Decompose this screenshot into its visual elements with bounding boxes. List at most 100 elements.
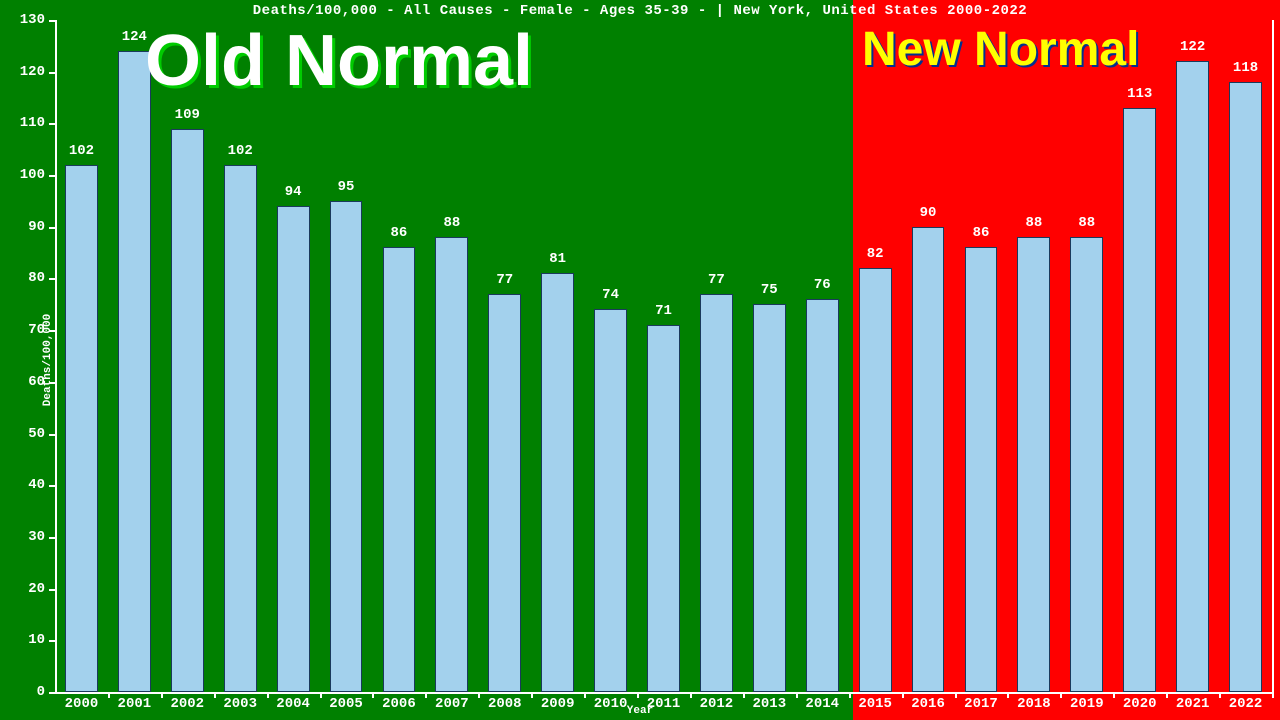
y-tick-mark [49, 434, 55, 436]
x-tick-mark [1113, 692, 1115, 698]
x-tick-label: 2017 [964, 696, 998, 712]
bar-value-label: 81 [549, 251, 566, 267]
y-tick-label: 40 [28, 477, 45, 493]
bar [1229, 82, 1262, 692]
bar-value-label: 118 [1233, 60, 1258, 76]
bar [1017, 237, 1050, 692]
x-tick-label: 2011 [647, 696, 681, 712]
bar [806, 299, 839, 692]
new-normal-text: New Normal [862, 22, 1139, 77]
bar [171, 129, 204, 692]
x-tick-label: 2010 [594, 696, 628, 712]
y-tick-label: 50 [28, 426, 45, 442]
y-tick-label: 30 [28, 529, 45, 545]
plot-area [55, 20, 1272, 692]
x-tick-label: 2003 [223, 696, 257, 712]
axis-line [55, 692, 1272, 694]
bar [277, 206, 310, 692]
y-tick-label: 20 [28, 581, 45, 597]
x-tick-mark [1166, 692, 1168, 698]
bar [647, 325, 680, 692]
x-tick-mark [267, 692, 269, 698]
bar-value-label: 86 [973, 225, 990, 241]
x-tick-label: 2008 [488, 696, 522, 712]
x-tick-mark [1219, 692, 1221, 698]
x-tick-mark [372, 692, 374, 698]
bar [488, 294, 521, 692]
bar [1176, 61, 1209, 692]
y-tick-mark [49, 537, 55, 539]
bar [65, 165, 98, 692]
x-tick-mark [214, 692, 216, 698]
bar [859, 268, 892, 692]
bar [541, 273, 574, 692]
x-tick-label: 2016 [911, 696, 945, 712]
bar-value-label: 82 [867, 246, 884, 262]
x-tick-mark [108, 692, 110, 698]
x-tick-label: 2001 [118, 696, 152, 712]
x-tick-mark [690, 692, 692, 698]
bar [912, 227, 945, 692]
y-tick-label: 60 [28, 374, 45, 390]
x-tick-label: 2007 [435, 696, 469, 712]
bar [1070, 237, 1103, 692]
y-tick-label: 90 [28, 219, 45, 235]
bar-value-label: 109 [175, 107, 200, 123]
y-tick-label: 110 [20, 115, 45, 131]
y-tick-label: 70 [28, 322, 45, 338]
x-tick-label: 2004 [276, 696, 310, 712]
bar [330, 201, 363, 692]
x-tick-label: 2018 [1017, 696, 1051, 712]
y-tick-mark [49, 227, 55, 229]
y-tick-label: 100 [20, 167, 45, 183]
bar-value-label: 88 [443, 215, 460, 231]
x-tick-mark [796, 692, 798, 698]
x-tick-mark [425, 692, 427, 698]
y-tick-mark [49, 20, 55, 22]
bar-value-label: 122 [1180, 39, 1205, 55]
x-tick-mark [849, 692, 851, 698]
bar-value-label: 76 [814, 277, 831, 293]
bar-value-label: 88 [1025, 215, 1042, 231]
chart-container: Deaths/100,000 - All Causes - Female - A… [0, 0, 1280, 720]
bar [1123, 108, 1156, 692]
x-tick-mark [320, 692, 322, 698]
x-tick-label: 2022 [1229, 696, 1263, 712]
x-tick-mark [902, 692, 904, 698]
y-tick-label: 80 [28, 270, 45, 286]
bar [383, 247, 416, 692]
y-tick-label: 10 [28, 632, 45, 648]
bar-value-label: 113 [1127, 86, 1152, 102]
y-tick-label: 0 [37, 684, 45, 700]
x-tick-mark [584, 692, 586, 698]
y-tick-mark [49, 589, 55, 591]
bar [965, 247, 998, 692]
bar-value-label: 86 [391, 225, 408, 241]
old-normal-text: Old Normal [145, 20, 533, 102]
y-tick-label: 130 [20, 12, 45, 28]
bar [224, 165, 257, 692]
x-tick-label: 2021 [1176, 696, 1210, 712]
y-tick-mark [49, 640, 55, 642]
y-tick-mark [49, 278, 55, 280]
y-tick-mark [49, 485, 55, 487]
bar [753, 304, 786, 692]
x-tick-label: 2006 [382, 696, 416, 712]
bar-value-label: 74 [602, 287, 619, 303]
x-tick-mark [637, 692, 639, 698]
axis-line [55, 20, 57, 692]
y-tick-mark [49, 175, 55, 177]
y-tick-mark [49, 692, 55, 694]
x-tick-label: 2000 [65, 696, 99, 712]
x-tick-label: 2014 [805, 696, 839, 712]
x-tick-mark [161, 692, 163, 698]
bar-value-label: 77 [496, 272, 513, 288]
y-tick-mark [49, 123, 55, 125]
y-tick-mark [49, 72, 55, 74]
y-tick-label: 120 [20, 64, 45, 80]
bar-value-label: 94 [285, 184, 302, 200]
x-tick-label: 2019 [1070, 696, 1104, 712]
bar-value-label: 124 [122, 29, 147, 45]
x-tick-label: 2020 [1123, 696, 1157, 712]
bar-value-label: 75 [761, 282, 778, 298]
